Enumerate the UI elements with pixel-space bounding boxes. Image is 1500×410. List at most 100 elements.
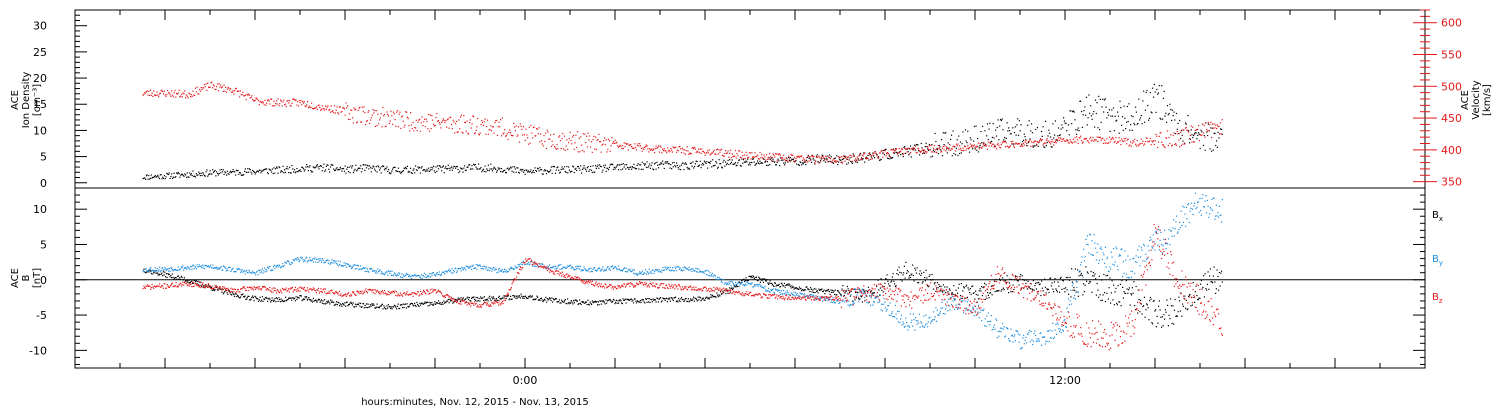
velocity-point	[1206, 128, 1208, 131]
b-y-point	[420, 277, 422, 279]
velocity-point	[767, 156, 769, 158]
density-point	[656, 161, 658, 163]
b-x-point	[616, 302, 618, 304]
velocity-point	[1161, 141, 1163, 143]
b-x-point	[1135, 285, 1137, 288]
b-y-point	[294, 259, 296, 261]
density-point	[1180, 130, 1182, 132]
b-x-point	[761, 279, 763, 282]
density-point	[1149, 91, 1151, 94]
density-point	[608, 169, 610, 171]
b-x-point	[173, 278, 175, 280]
b-x-point	[378, 307, 380, 309]
velocity-point	[302, 102, 305, 104]
velocity-point	[941, 147, 944, 149]
velocity-point	[391, 115, 393, 117]
density-point	[515, 171, 517, 173]
velocity-point	[770, 159, 773, 162]
density-point	[1128, 103, 1130, 105]
velocity-point	[902, 154, 904, 156]
density-point	[381, 166, 383, 168]
b-x-point	[736, 286, 738, 288]
density-point	[539, 167, 541, 169]
b-y-point	[203, 265, 205, 267]
b-x-point	[885, 278, 887, 280]
b-x-point	[193, 280, 195, 282]
b-x-point	[1214, 281, 1216, 283]
b-y-point	[460, 270, 462, 272]
velocity-point	[981, 147, 983, 149]
density-point	[1177, 122, 1179, 124]
density-point	[148, 175, 150, 177]
velocity-point	[802, 157, 804, 159]
b-y-point	[598, 267, 600, 269]
b-x-point	[625, 302, 627, 304]
b-x-point	[294, 300, 296, 302]
density-point	[542, 173, 544, 175]
velocity-point	[206, 89, 208, 91]
density-point	[776, 161, 778, 163]
velocity-point	[961, 150, 963, 152]
b-x-point	[1083, 291, 1085, 293]
b-x-point	[501, 298, 503, 300]
density-point	[172, 177, 174, 179]
b-x-point	[1010, 291, 1012, 293]
velocity-point	[606, 151, 608, 153]
velocity-point	[797, 155, 800, 157]
b-x-point	[730, 288, 732, 290]
velocity-point	[1027, 140, 1029, 142]
density-point	[671, 162, 674, 164]
density-point	[1063, 120, 1065, 122]
velocity-point	[631, 146, 633, 148]
velocity-point	[1085, 137, 1088, 139]
velocity-point	[409, 130, 411, 132]
density-point	[1168, 112, 1170, 115]
b-y-point	[169, 270, 171, 272]
density-point	[341, 170, 343, 172]
density-point	[1064, 122, 1066, 124]
b-x-point	[650, 298, 652, 301]
velocity-point	[820, 160, 822, 162]
density-point	[753, 161, 755, 163]
velocity-point	[1112, 136, 1114, 139]
density-point	[1126, 121, 1128, 123]
b-y-point	[528, 261, 530, 263]
velocity-point	[974, 148, 976, 150]
density-point	[822, 155, 824, 157]
b-x-point	[290, 297, 292, 299]
velocity-point	[937, 147, 939, 149]
b-y-point	[596, 270, 598, 272]
velocity-point	[908, 147, 910, 149]
b-x-point	[1117, 285, 1119, 287]
velocity-point	[797, 155, 799, 157]
density-point	[173, 172, 175, 174]
density-point	[946, 152, 948, 154]
velocity-point	[487, 133, 489, 135]
b-y-point	[496, 272, 498, 274]
density-point	[241, 174, 243, 176]
velocity-point	[765, 159, 767, 161]
velocity-point	[830, 161, 832, 163]
b-y-point	[307, 260, 309, 262]
velocity-point	[1077, 142, 1079, 144]
density-point	[149, 178, 151, 180]
b-x-point	[234, 292, 236, 295]
density-point	[838, 161, 840, 163]
velocity-point	[405, 111, 407, 113]
b-x-point	[474, 298, 476, 300]
velocity-point	[598, 133, 600, 135]
density-point	[808, 157, 810, 159]
b-x-point	[1037, 293, 1039, 295]
b-y-point	[575, 266, 577, 268]
b-y-point	[462, 268, 464, 270]
velocity-point	[1021, 144, 1023, 146]
velocity-point	[1104, 142, 1106, 144]
b-x-point	[394, 305, 396, 307]
b-y-point	[548, 267, 550, 269]
velocity-point	[805, 161, 807, 163]
density-point	[634, 167, 636, 169]
b-y-point	[244, 273, 246, 275]
velocity-point	[314, 107, 316, 109]
density-point	[1072, 110, 1074, 112]
velocity-point	[707, 150, 709, 152]
